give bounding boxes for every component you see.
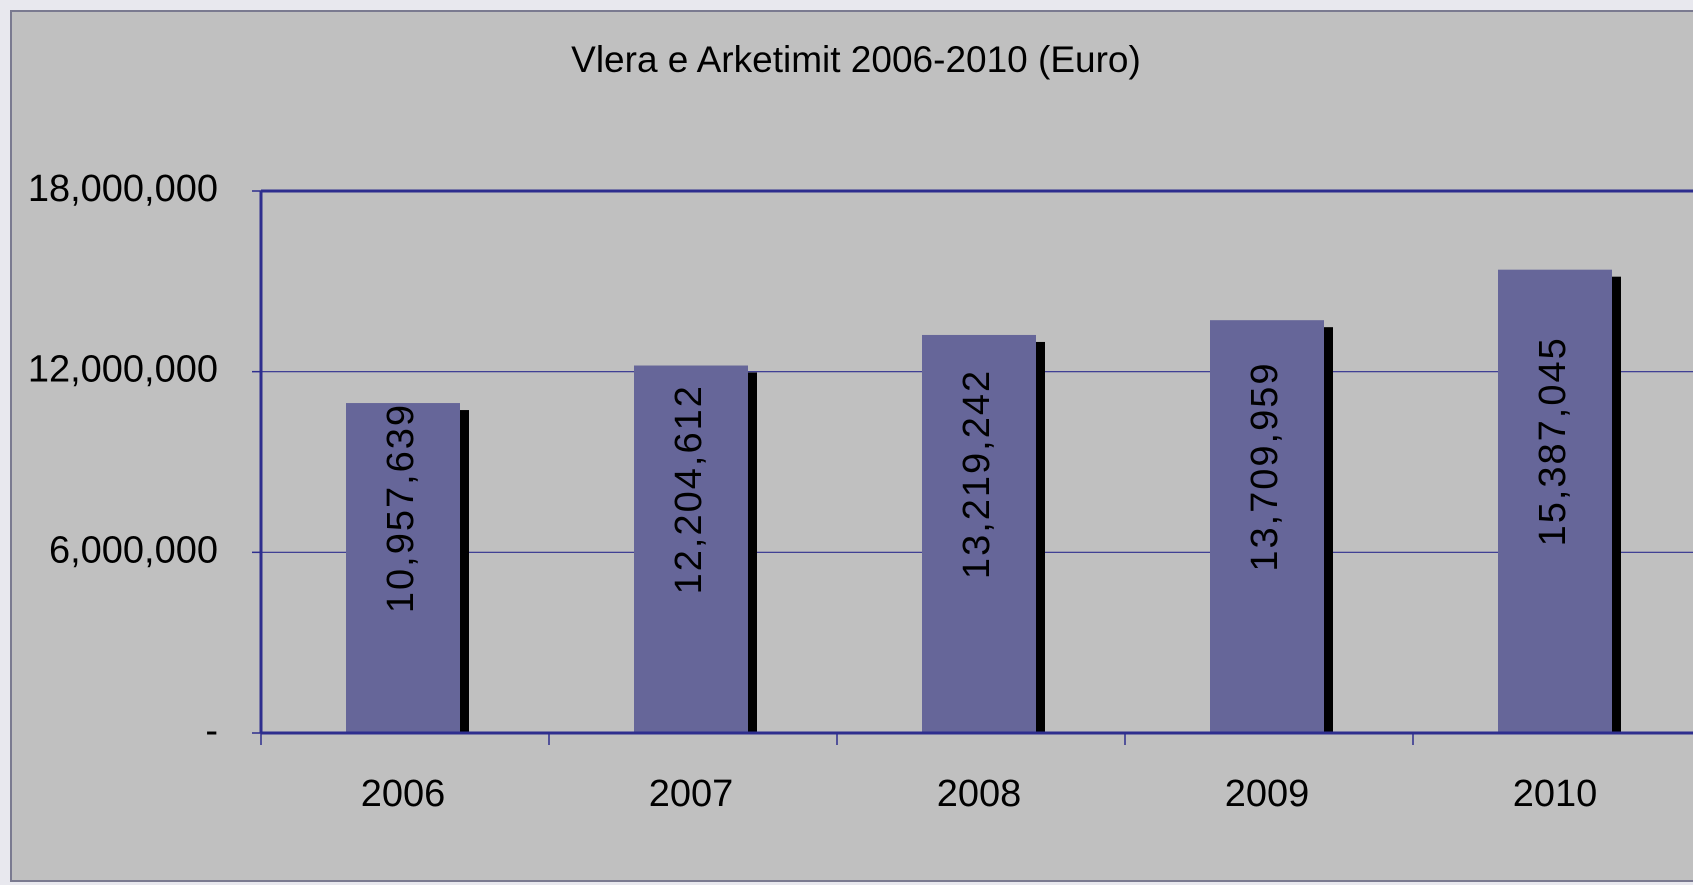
bar xyxy=(1210,320,1324,733)
data-label: 10,957,639 xyxy=(380,403,422,613)
x-tick-label: 2009 xyxy=(1225,773,1310,815)
bar xyxy=(346,403,460,733)
bar xyxy=(1498,269,1612,733)
bar-shadow xyxy=(1036,341,1045,733)
bar-shadow xyxy=(1324,327,1333,733)
x-tick-label: 2006 xyxy=(361,773,446,815)
data-label: 13,709,959 xyxy=(1244,361,1286,571)
chart-title: Vlera e Arketimit 2006-2010 (Euro) xyxy=(571,39,1141,80)
data-label: 15,387,045 xyxy=(1532,336,1574,546)
x-tick-label: 2010 xyxy=(1513,773,1598,815)
bar-shadow xyxy=(1612,276,1621,733)
bar xyxy=(922,334,1036,733)
chart-area xyxy=(10,10,1693,882)
y-tick-label: 18,000,000 xyxy=(28,168,218,210)
data-label: 12,204,612 xyxy=(668,384,710,594)
data-label: 13,219,242 xyxy=(956,369,998,579)
x-tick-label: 2007 xyxy=(649,773,734,815)
bar-shadow xyxy=(748,372,757,733)
y-tick-label: 6,000,000 xyxy=(49,529,218,571)
bar-shadow xyxy=(460,410,469,733)
x-tick-label: 2008 xyxy=(937,773,1022,815)
bar xyxy=(634,365,748,733)
y-tick-label: 12,000,000 xyxy=(28,349,218,391)
y-tick-label: - xyxy=(205,710,218,752)
